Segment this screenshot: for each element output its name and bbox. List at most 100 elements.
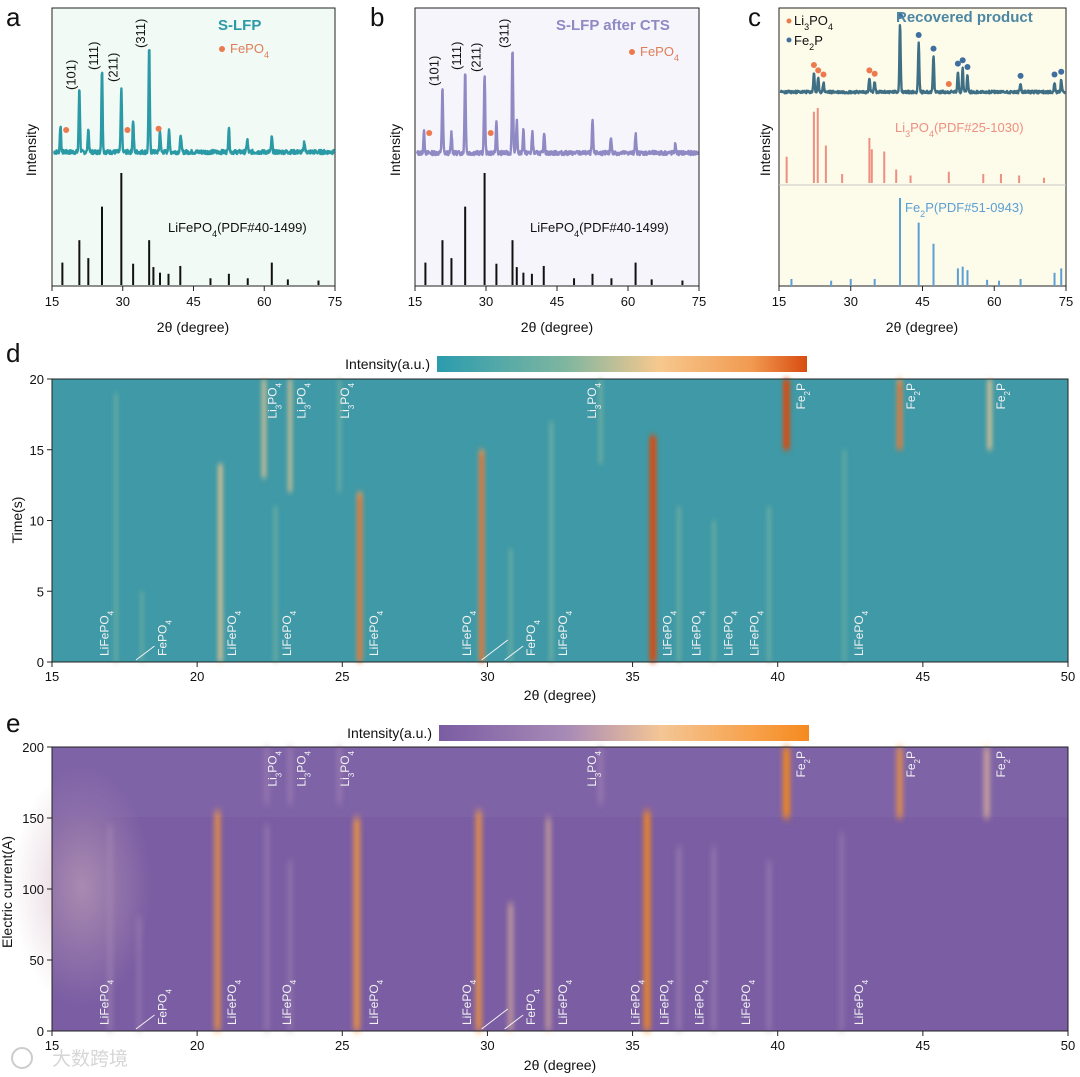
heatmap-band [264, 747, 269, 804]
hkl-label: (101) [426, 56, 441, 86]
panel-d: d Intensity(a.u.) 15 20 25 30 35 40 45 50051015… [6, 338, 1075, 703]
peak-label-bottom: LiFePO4 [97, 610, 115, 656]
heatmap-band [598, 747, 603, 804]
panel-d-ylabel: Time(s) [9, 497, 25, 544]
peak-label-bottom: LiFePO4 [97, 979, 115, 1025]
heatmap-band [549, 421, 554, 662]
fe2p-marker [930, 45, 937, 52]
peak-label-top: Li3PO4 [266, 382, 284, 418]
y-tick-label: 10 [30, 514, 44, 529]
heatmap-band [264, 825, 269, 1031]
heatmap-band [137, 917, 141, 1031]
x-tick-label: 15 [45, 294, 59, 309]
fepo4-pointer-line [135, 1014, 155, 1030]
fe2p-marker [915, 32, 922, 39]
panel-b-frame [414, 7, 700, 287]
panel-c: c 15 30 45 60 75 Recovered product Li3PO4 Fe… [748, 2, 1073, 335]
fepo4-marker [487, 130, 494, 136]
peak-label-top: Fe2P [794, 383, 812, 409]
x-tick-label: 40 [770, 669, 784, 684]
heatmap-band [108, 825, 112, 1031]
heatmap-band [288, 747, 292, 804]
x-tick-label: 45 [186, 294, 200, 309]
panel-c-fe2p-legend-dot [786, 37, 792, 43]
x-tick-label: 20 [190, 669, 204, 684]
fe2p-marker [1017, 72, 1024, 79]
panel-e-letter: e [6, 708, 20, 738]
y-tick-label: 200 [22, 740, 44, 755]
heatmap-band [508, 903, 513, 1031]
peak-label-bottom: LiFePO4 [460, 610, 478, 656]
panel-d-colorbar [437, 356, 807, 372]
heatmap-band-core [480, 453, 483, 662]
heatmap-band-core [785, 383, 788, 450]
li3po4-marker [945, 81, 952, 87]
panel-c-ylabel: Intensity [757, 124, 773, 176]
y-tick-label: 50 [30, 953, 44, 968]
x-tick-label: 75 [692, 294, 706, 309]
x-tick-label: 15 [45, 669, 59, 684]
x-tick-label: 30 [480, 1038, 494, 1053]
heatmap-band [598, 379, 603, 464]
x-tick-label: 30 [116, 294, 130, 309]
peak-label-bottom: LiFePO4 [692, 979, 710, 1025]
peak-label-top: Li3PO4 [295, 750, 313, 786]
heatmap-band [288, 860, 292, 1031]
heatmap-band-core [355, 822, 358, 1031]
x-tick-label: 75 [328, 294, 342, 309]
y-tick-label: 0 [37, 1024, 44, 1039]
xrd-pattern-line [779, 24, 1066, 95]
x-tick-label: 60 [257, 294, 271, 309]
x-tick-label: 15 [45, 1038, 59, 1053]
fe2p-marker [964, 64, 971, 70]
heatmap-band [842, 449, 847, 662]
heatmap-bands [114, 379, 992, 662]
x-tick-label: 60 [987, 294, 1001, 309]
heatmap-band [677, 846, 681, 1031]
heatmap-band [712, 520, 716, 662]
y-tick-label: 5 [37, 584, 44, 599]
peak-label-bottom: LiFePO4 [460, 979, 478, 1025]
heatmap-band [712, 846, 716, 1031]
panel-a-reference-label: LiFePO4(PDF#40-1499) [168, 220, 307, 239]
x-tick-label: 30 [844, 294, 858, 309]
panel-b-reference-label: LiFePO4(PDF#40-1499) [530, 220, 669, 239]
watermark: 大数跨境 [11, 1047, 128, 1070]
panel-e: e Intensity(a.u.) 15 20 25 30 35 40 45 50 0 50 100… [0, 708, 1075, 1073]
peak-label-top: Fe2P [904, 383, 922, 409]
peak-label-top: Li3PO4 [585, 382, 603, 418]
peak-label-bottom: LiFePO4 [852, 610, 870, 656]
x-tick-label: 60 [621, 294, 635, 309]
hkl-label: (311) [133, 19, 148, 48]
x-tick-label: 40 [770, 1038, 784, 1053]
peak-label-bottom: LiFePO4 [852, 979, 870, 1025]
y-tick-label: 20 [30, 372, 44, 387]
hkl-label: (311) [497, 19, 512, 48]
peak-label-bottom: LiFePO4 [367, 610, 385, 656]
watermark-text: 大数跨境 [52, 1048, 128, 1070]
heatmap-band [337, 747, 342, 804]
heatmap-band [987, 379, 992, 450]
heatmap-band-core [785, 751, 788, 818]
panel-e-xlabel: 2θ (degree) [524, 1057, 596, 1073]
heatmap-band-core [651, 439, 655, 662]
x-tick-label: 20 [190, 1038, 204, 1053]
x-tick-label: 50 [1061, 1038, 1075, 1053]
x-tick-label: 45 [915, 294, 929, 309]
peak-label-top: Li3PO4 [295, 382, 313, 418]
panel-b-title: S-LFP after CTS [556, 17, 670, 34]
peak-label-bottom: FePO4 [155, 620, 173, 656]
x-tick-label: 25 [335, 1038, 349, 1053]
heatmap-band [114, 393, 118, 662]
panel-c-letter: c [748, 2, 761, 32]
li3po4-marker [815, 67, 822, 74]
panel-c-title: Recovered product [896, 9, 1033, 26]
peak-label-top: Fe2P [994, 751, 1012, 777]
heatmap-band [261, 379, 267, 479]
panel-a-letter: a [6, 2, 21, 32]
panel-c-li3po4-legend-dot [786, 18, 792, 24]
x-tick-label: 15 [408, 294, 422, 309]
peak-label-bottom: LiFePO4 [556, 610, 574, 656]
heatmap-band [508, 548, 513, 662]
fepo4-marker [155, 125, 162, 132]
